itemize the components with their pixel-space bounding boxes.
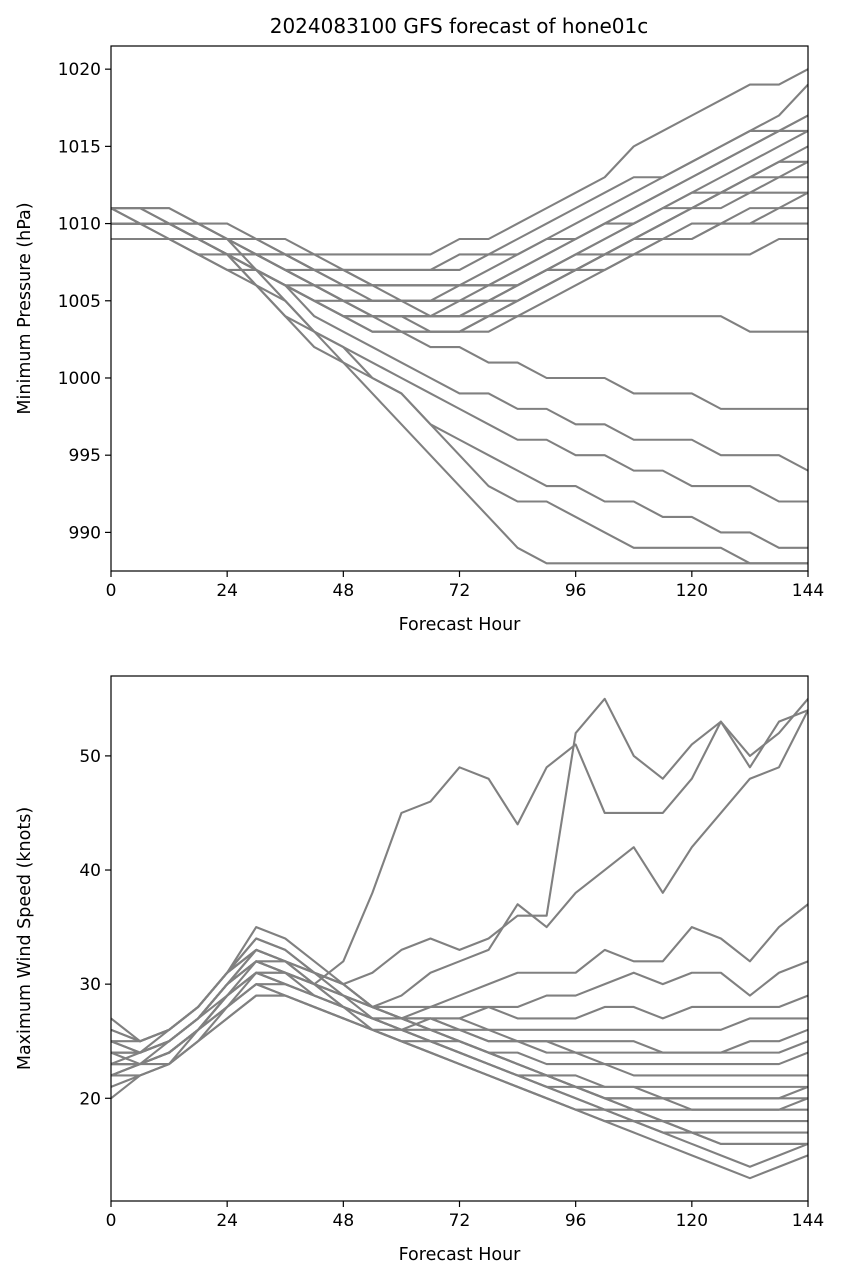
- series-group: [111, 68, 808, 565]
- y-tick-label: 50: [79, 747, 101, 767]
- series-line-19: [111, 191, 808, 318]
- x-tick-label: 48: [333, 581, 355, 601]
- x-tick-label: 0: [106, 581, 117, 601]
- y-tick-label: 1005: [58, 292, 101, 312]
- wind-speed-chart: 0 24 48 72 96 120 144 20 30 40 50 Forecast Hour Maxi…: [15, 675, 824, 1265]
- x-tick-label: 48: [333, 1211, 355, 1231]
- y-tick-label: 30: [79, 975, 101, 995]
- series-line-16: [111, 68, 808, 256]
- x-tick-label: 144: [792, 581, 824, 601]
- x-tick-label: 144: [792, 1211, 824, 1231]
- pressure-chart: 0 24 48 72 96 120 144 990 995 1000 1005 1010 1015 102…: [15, 45, 824, 635]
- x-tick-label: 96: [565, 581, 587, 601]
- x-tick-label: 24: [216, 1211, 238, 1231]
- series-line-20: [111, 960, 808, 1168]
- x-tick-label: 24: [216, 581, 238, 601]
- y-tick-label: 1010: [58, 215, 101, 235]
- y-tick-label: 40: [79, 861, 101, 881]
- y-tick-label: 20: [79, 1089, 101, 1109]
- y-tick-label: 1020: [58, 60, 101, 80]
- y-axis-label: Maximum Wind Speed (knots): [15, 807, 35, 1070]
- series-line-21: [111, 83, 808, 302]
- chart-title: 2024083100 GFS forecast of hone01c: [270, 14, 649, 38]
- y-tick-label: 990: [69, 523, 101, 543]
- x-axis-label: Forecast Hour: [399, 615, 522, 635]
- x-axis-label: Forecast Hour: [399, 1245, 522, 1265]
- x-tick-label: 120: [676, 581, 708, 601]
- x-tick-label: 72: [449, 581, 471, 601]
- x-tick-label: 0: [106, 1211, 117, 1231]
- y-tick-label: 1000: [58, 369, 101, 389]
- x-tick-label: 72: [449, 1211, 471, 1231]
- x-tick-label: 120: [676, 1211, 708, 1231]
- series-group: [111, 697, 808, 1180]
- series-line-19: [111, 948, 808, 1145]
- series-line-21: [111, 983, 808, 1180]
- x-tick-label: 96: [565, 1211, 587, 1231]
- y-tick-label: 995: [69, 446, 101, 466]
- y-tick-label: 1015: [58, 137, 101, 157]
- y-axis-label: Minimum Pressure (hPa): [15, 202, 35, 414]
